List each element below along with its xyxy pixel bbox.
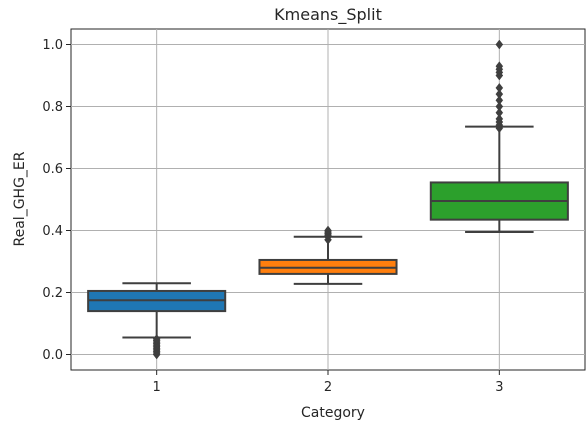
y-tick-label: 0.4 (42, 224, 63, 239)
y-axis-label: Real_GHG_ER (12, 151, 28, 246)
x-tick-label: 2 (324, 380, 332, 395)
y-tick-label: 1.0 (42, 38, 63, 53)
outlier-point (152, 334, 161, 344)
box-category-1 (87, 282, 227, 360)
x-axis-label: Category (301, 405, 365, 421)
y-tick-label: 0.2 (42, 286, 63, 301)
outlier-point (495, 61, 504, 72)
box-category-3 (429, 39, 569, 234)
axis-ticks: 0.0 0.2 0.4 0.6 0.8 1.0 1 2 3 (42, 38, 503, 395)
outlier-point (324, 225, 332, 236)
y-tick-label: 0.8 (42, 100, 63, 115)
outlier-point (495, 113, 504, 124)
y-tick-label: 0.0 (42, 348, 63, 363)
outlier-point (495, 39, 504, 50)
outlier-point (495, 82, 504, 93)
box-category-2 (258, 225, 398, 285)
boxes (87, 39, 569, 360)
outlier-point (495, 95, 504, 106)
outlier-point (495, 89, 504, 100)
x-tick-label: 1 (153, 380, 161, 395)
y-tick-label: 0.6 (42, 162, 63, 177)
outlier-point (495, 101, 504, 112)
chart-title: Kmeans_Split (274, 5, 382, 25)
outlier-point (495, 107, 504, 118)
x-tick-label: 3 (495, 380, 503, 395)
